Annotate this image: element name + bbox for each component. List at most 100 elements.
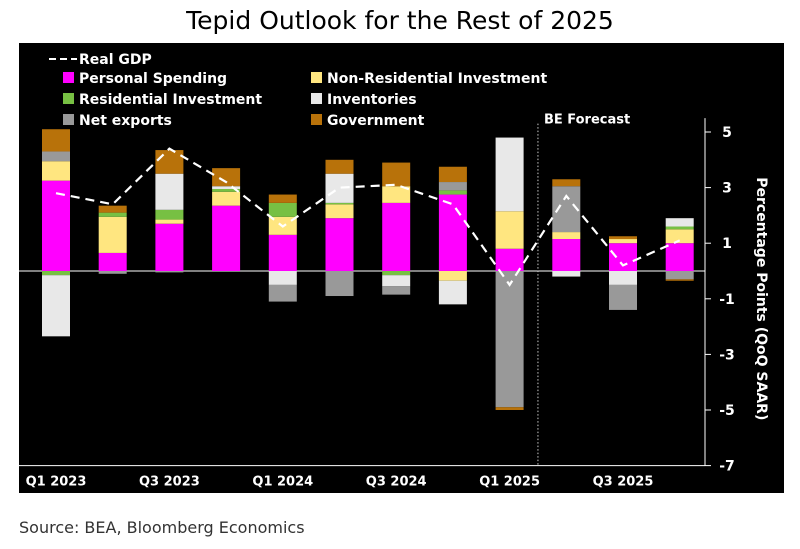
bar-government-q3-2024 bbox=[382, 162, 411, 187]
bar-non-residential-investment-q2-2023 bbox=[98, 216, 127, 253]
bar-inventories-q2-2024 bbox=[325, 173, 354, 203]
real-gdp-line bbox=[55, 147, 681, 287]
legend-item-residential-investment: Residential Investment bbox=[63, 92, 262, 108]
legend-item-non-residential-investment: Non-Residential Investment bbox=[311, 71, 547, 87]
bar-non-residential-investment-q2-2025 bbox=[552, 232, 581, 240]
x-tick-label: Q1 2025 bbox=[479, 475, 540, 490]
y-tick-label: -3 bbox=[719, 347, 735, 363]
bar-government-q2-2024 bbox=[325, 159, 354, 174]
bar-inventories-q3-2023 bbox=[155, 173, 184, 210]
bar-inventories-q1-2023 bbox=[42, 275, 70, 337]
source-note: Source: BEA, Bloomberg Economics bbox=[19, 518, 305, 537]
bar-non-residential-investment-q4-2024 bbox=[438, 271, 467, 281]
chart-title: Tepid Outlook for the Rest of 2025 bbox=[186, 6, 614, 35]
legend-label: Inventories bbox=[327, 92, 417, 108]
legend-swatch bbox=[63, 114, 74, 125]
x-tick-label: Q3 2024 bbox=[366, 475, 427, 490]
legend-item-personal-spending: Personal Spending bbox=[63, 71, 227, 87]
legend: Real GDP Personal Spending Non-Residential… bbox=[49, 52, 547, 129]
bar-residential-investment-q4-2024 bbox=[438, 190, 467, 195]
bar-personal-spending-q2-2024 bbox=[325, 218, 354, 271]
bar-non-residential-investment-q4-2023 bbox=[212, 191, 241, 206]
bar-residential-investment-q2-2023 bbox=[98, 212, 127, 217]
bar-inventories-q1-2025 bbox=[495, 137, 524, 212]
legend-item-real-gdp: Real GDP bbox=[49, 52, 152, 68]
bar-residential-investment-q4-2025 bbox=[665, 226, 694, 230]
bar-net-exports-q3-2023 bbox=[155, 271, 184, 273]
bar-inventories-q4-2024 bbox=[438, 280, 467, 305]
legend-label: Personal Spending bbox=[79, 71, 227, 87]
legend-label: Real GDP bbox=[79, 52, 152, 68]
legend-label: Government bbox=[327, 113, 425, 129]
x-tick-label: Q3 2025 bbox=[593, 475, 654, 490]
legend-swatch bbox=[63, 93, 74, 104]
bar-inventories-q1-2024 bbox=[268, 271, 297, 285]
bar-government-q2-2023 bbox=[98, 205, 127, 213]
bar-net-exports-q3-2025 bbox=[609, 284, 637, 310]
bar-government-q1-2023 bbox=[42, 129, 70, 152]
bar-non-residential-investment-q1-2025 bbox=[495, 211, 524, 249]
bar-personal-spending-q4-2025 bbox=[665, 243, 694, 271]
bar-government-q3-2025 bbox=[609, 236, 637, 240]
bar-residential-investment-q3-2023 bbox=[155, 209, 184, 220]
bar-government-q2-2025 bbox=[552, 179, 581, 187]
bar-residential-investment-q1-2023 bbox=[42, 271, 70, 276]
bar-net-exports-q2-2024 bbox=[325, 271, 354, 297]
bar-net-exports-q4-2025 bbox=[665, 271, 694, 280]
chart-svg: 5 3 1 -1 -3 -5 -7 Percentage Points (QoQ SAAR) B… bbox=[19, 52, 769, 490]
y-tick-label: -1 bbox=[719, 292, 735, 308]
bar-government-q1-2025 bbox=[495, 407, 524, 410]
y-axis-title: Percentage Points (QoQ SAAR) bbox=[753, 177, 769, 420]
bar-inventories-q3-2025 bbox=[609, 271, 637, 285]
bar-net-exports-q3-2024 bbox=[382, 286, 411, 295]
y-tick-label: -5 bbox=[719, 403, 735, 419]
x-tick-label: Q1 2024 bbox=[252, 475, 313, 490]
forecast-label: BE Forecast bbox=[544, 113, 630, 128]
bar-personal-spending-q2-2023 bbox=[98, 252, 127, 271]
bar-inventories-q4-2025 bbox=[665, 218, 694, 227]
bar-non-residential-investment-q2-2024 bbox=[325, 204, 354, 219]
y-tick-label: -7 bbox=[719, 459, 735, 475]
bar-non-residential-investment-q1-2023 bbox=[42, 161, 70, 181]
bar-inventories-q4-2023 bbox=[212, 186, 241, 189]
bar-personal-spending-q2-2025 bbox=[552, 239, 581, 271]
bar-non-residential-investment-q4-2025 bbox=[665, 229, 694, 244]
y-tick-label: 5 bbox=[722, 125, 732, 141]
bar-government-q4-2023 bbox=[212, 168, 241, 187]
legend-label: Net exports bbox=[79, 113, 172, 129]
y-tick-label: 1 bbox=[722, 236, 732, 252]
bar-non-residential-investment-q3-2024 bbox=[382, 186, 411, 203]
bar-personal-spending-q1-2023 bbox=[42, 180, 70, 271]
chart-panel: 5 3 1 -1 -3 -5 -7 Percentage Points (QoQ SAAR) B… bbox=[19, 43, 784, 493]
legend-label: Residential Investment bbox=[79, 92, 262, 108]
legend-label: Non-Residential Investment bbox=[327, 71, 547, 87]
x-tick-label: Q3 2023 bbox=[139, 475, 200, 490]
legend-item-net-exports: Net exports bbox=[63, 113, 172, 129]
legend-swatch bbox=[311, 93, 322, 104]
bar-personal-spending-q3-2025 bbox=[609, 243, 637, 271]
bar-residential-investment-q1-2024 bbox=[268, 202, 297, 217]
bar-net-exports-q2-2023 bbox=[98, 271, 127, 274]
bar-non-residential-investment-q3-2025 bbox=[609, 239, 637, 244]
bar-non-residential-investment-q3-2023 bbox=[155, 219, 184, 224]
legend-swatch bbox=[311, 72, 322, 83]
bar-net-exports-q1-2024 bbox=[268, 284, 297, 302]
bar-residential-investment-q2-2024 bbox=[325, 202, 354, 205]
bar-government-q3-2023 bbox=[155, 150, 184, 174]
bar-residential-investment-q3-2024 bbox=[382, 271, 411, 276]
bar-personal-spending-q3-2024 bbox=[382, 202, 411, 271]
bar-personal-spending-q4-2024 bbox=[438, 194, 467, 271]
bar-personal-spending-q1-2025 bbox=[495, 248, 524, 271]
bar-government-q1-2024 bbox=[268, 194, 297, 203]
bar-personal-spending-q1-2024 bbox=[268, 234, 297, 271]
bar-inventories-q2-2025 bbox=[552, 271, 581, 277]
bar-net-exports-q1-2023 bbox=[42, 151, 70, 162]
legend-item-inventories: Inventories bbox=[311, 92, 417, 108]
bar-government-q4-2024 bbox=[438, 166, 467, 183]
bar-inventories-q3-2024 bbox=[382, 275, 411, 287]
legend-item-government: Government bbox=[311, 113, 425, 129]
legend-swatch bbox=[63, 72, 74, 83]
bar-personal-spending-q4-2023 bbox=[212, 205, 241, 271]
bar-residential-investment-q4-2023 bbox=[212, 188, 241, 192]
y-tick-label: 3 bbox=[722, 181, 732, 197]
